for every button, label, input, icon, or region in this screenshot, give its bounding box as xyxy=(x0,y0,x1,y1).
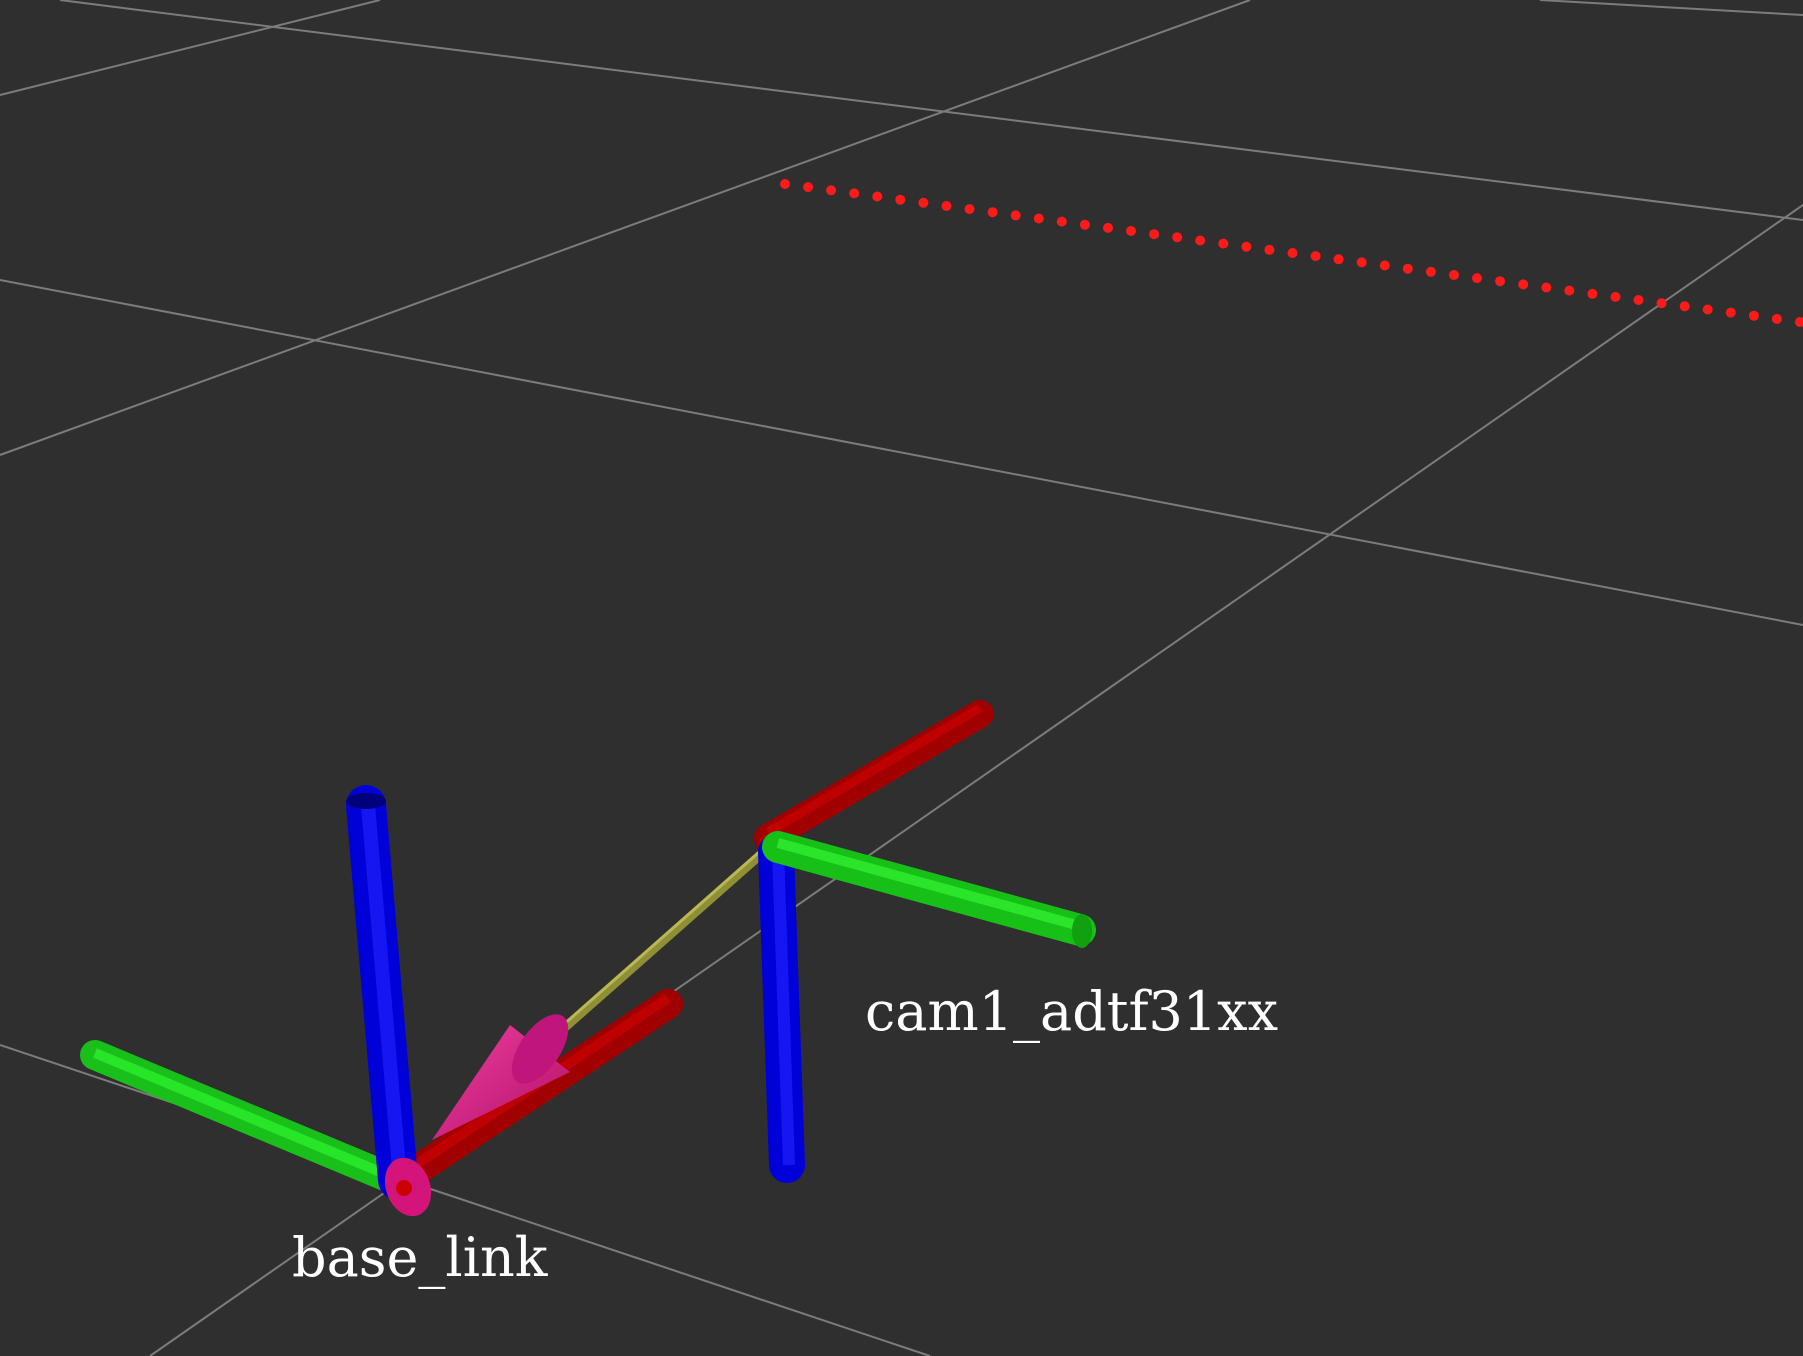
point-cloud-dot xyxy=(1449,270,1459,280)
grid-line xyxy=(59,0,1803,221)
point-cloud-dot xyxy=(1310,251,1321,262)
point-cloud-dot xyxy=(1079,219,1090,230)
point-cloud-dot xyxy=(1518,279,1529,290)
point-cloud-dot xyxy=(1564,285,1575,296)
point-cloud-dot xyxy=(1610,291,1621,302)
cam1-x-axis xyxy=(754,700,994,852)
point-cloud-dot xyxy=(1010,210,1021,221)
point-cloud-dot xyxy=(1402,263,1413,274)
point-cloud-dot xyxy=(1103,222,1113,233)
point-cloud-dot xyxy=(1541,282,1552,293)
point-cloud-dot xyxy=(872,191,883,202)
point-cloud-dot xyxy=(826,185,837,196)
frame-label-base-link: base_link xyxy=(292,1226,549,1289)
point-cloud-dot xyxy=(895,194,906,205)
point-cloud-dot xyxy=(1149,229,1160,240)
tf-link-shaft xyxy=(540,845,771,1050)
point-cloud-dot xyxy=(1702,304,1713,315)
point-cloud-dot xyxy=(1748,310,1759,321)
cam1-z-axis xyxy=(758,834,805,1183)
grid-line xyxy=(0,0,1251,456)
point-cloud-dot xyxy=(803,182,814,193)
point-cloud-dot xyxy=(1379,260,1390,271)
point-cloud-dot xyxy=(780,179,790,189)
point-cloud xyxy=(780,179,1803,327)
point-cloud-dot xyxy=(941,201,952,211)
grid-line xyxy=(0,0,381,96)
point-cloud-dot xyxy=(1218,238,1229,249)
point-cloud-dot xyxy=(1264,244,1275,255)
point-cloud-dot xyxy=(1241,241,1252,252)
point-cloud-dot xyxy=(1472,273,1482,284)
grid-line xyxy=(1539,0,1803,16)
base-link-y-axis xyxy=(80,1040,405,1193)
point-cloud-dot xyxy=(1356,257,1367,268)
point-cloud-dot xyxy=(1195,235,1206,246)
grid-line xyxy=(0,1044,931,1356)
point-cloud-dot xyxy=(1725,307,1736,318)
cam1-y-axis xyxy=(762,831,1096,948)
point-cloud-dot xyxy=(1126,226,1136,236)
point-cloud-dot xyxy=(964,204,975,215)
point-cloud-dot xyxy=(1771,313,1782,324)
point-cloud-dot xyxy=(987,207,998,218)
frame-base-link[interactable] xyxy=(80,785,683,1223)
point-cloud-dot xyxy=(849,188,860,199)
frame-label-cam1-adtf31xx: cam1_adtf31xx xyxy=(865,980,1278,1043)
tf-link-arrow xyxy=(432,844,771,1140)
base-link-z-axis xyxy=(346,785,418,1200)
point-cloud-dot xyxy=(1056,216,1067,227)
point-cloud-dot xyxy=(1495,276,1506,287)
point-cloud-dot xyxy=(1287,248,1298,258)
point-cloud-dot xyxy=(1172,232,1183,243)
point-cloud-dot xyxy=(1795,317,1803,327)
point-cloud-dot xyxy=(1656,298,1667,309)
point-cloud-dot xyxy=(1333,254,1344,265)
point-cloud-dot xyxy=(1425,266,1436,277)
point-cloud-dot xyxy=(1679,301,1690,312)
frame-cam1-adtf31xx[interactable] xyxy=(754,700,1096,1183)
grid-line xyxy=(0,279,1803,626)
point-cloud-dot xyxy=(1033,213,1044,224)
point-cloud-dot xyxy=(918,197,929,208)
point-cloud-dot xyxy=(1633,295,1644,305)
point-cloud-dot xyxy=(1587,288,1598,299)
